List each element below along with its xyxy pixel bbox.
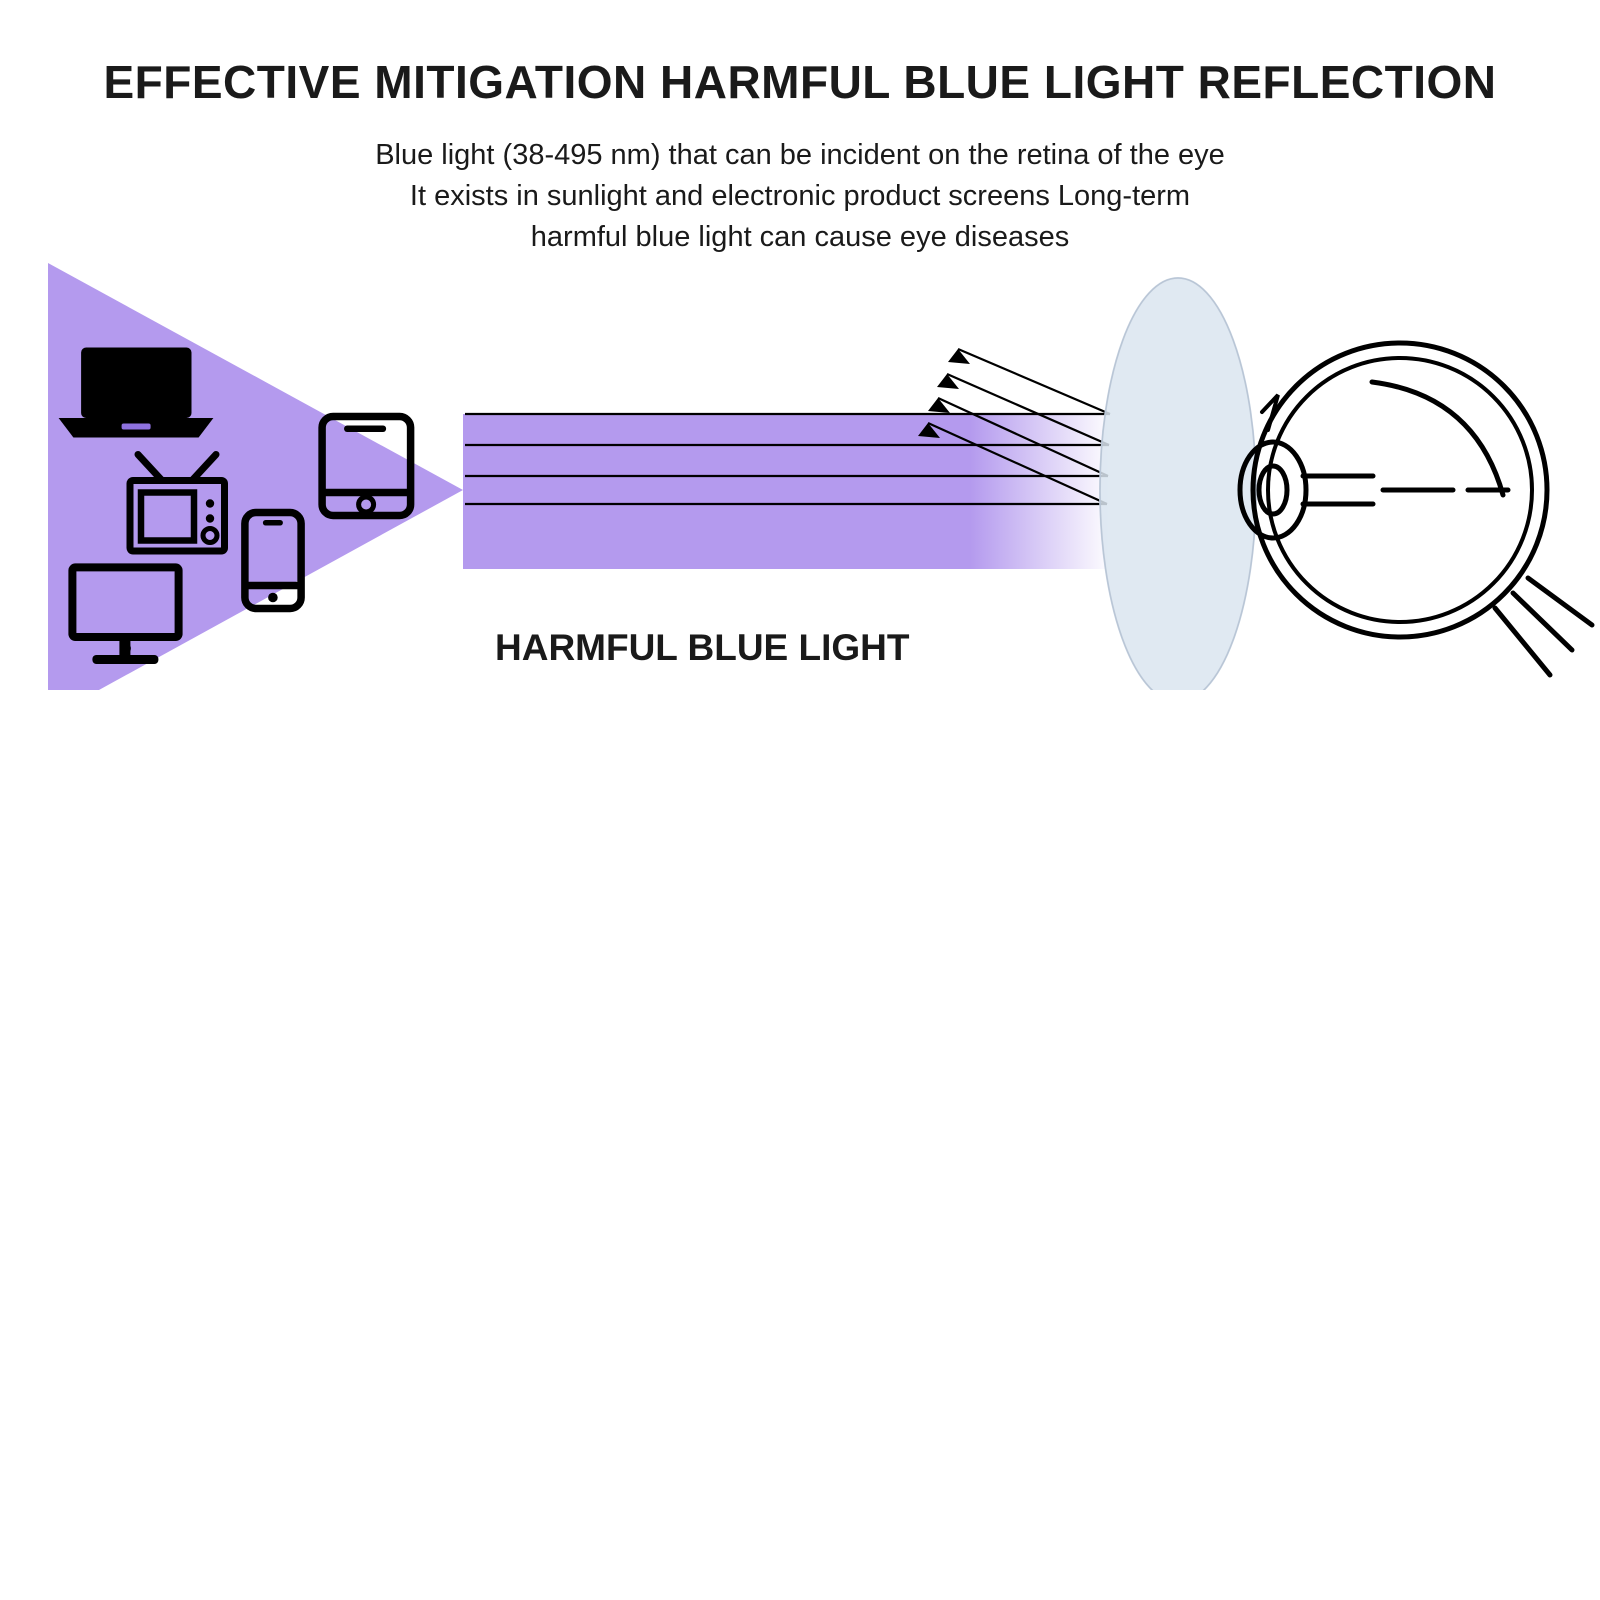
svg-text:HARMFUL BLUE LIGHT: HARMFUL BLUE LIGHT bbox=[495, 627, 910, 668]
